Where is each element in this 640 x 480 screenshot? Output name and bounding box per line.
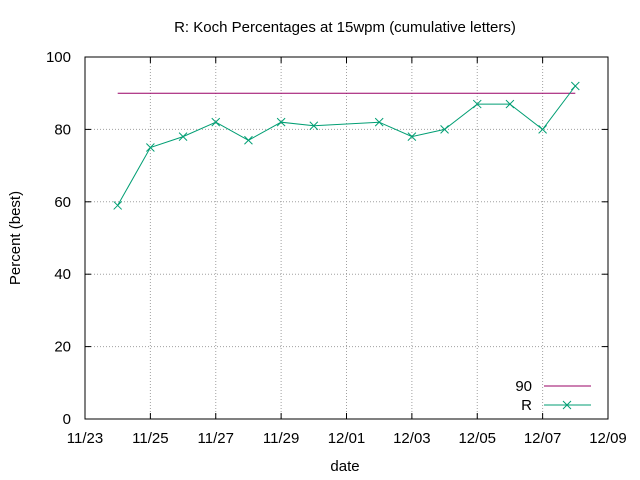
data-point-R bbox=[244, 135, 253, 145]
x-tick-label: 12/07 bbox=[524, 430, 562, 447]
data-point-R bbox=[374, 117, 384, 127]
x-axis: 11/23 11/25 11/27 11/29 12/01 12/03 12/05 12/07… bbox=[67, 57, 627, 447]
series-layer bbox=[113, 81, 580, 210]
legend: 90 R bbox=[515, 378, 591, 414]
legend-marker bbox=[562, 400, 572, 410]
data-point-R bbox=[472, 99, 482, 109]
y-tick-label: 20 bbox=[54, 339, 71, 356]
y-tick-label: 80 bbox=[54, 121, 71, 138]
data-point-R bbox=[276, 117, 286, 127]
y-tick-label: 60 bbox=[54, 194, 71, 211]
data-point-R bbox=[538, 125, 547, 134]
x-tick-label: 11/25 bbox=[132, 430, 168, 447]
y-tick-label: 100 bbox=[46, 49, 71, 66]
data-point-R bbox=[505, 99, 515, 109]
grid bbox=[85, 57, 608, 419]
data-point-R bbox=[113, 201, 123, 210]
legend-label: 90 bbox=[515, 378, 532, 395]
x-tick-label: 12/03 bbox=[393, 430, 431, 447]
data-point-R bbox=[146, 143, 155, 152]
data-point-R bbox=[178, 132, 188, 141]
y-axis: 0 20 40 60 80 100 bbox=[46, 49, 608, 428]
x-tick-label: 11/27 bbox=[198, 430, 234, 447]
x-tick-label: 11/29 bbox=[263, 430, 299, 447]
data-point-R bbox=[407, 132, 417, 141]
x-axis-label: date bbox=[330, 458, 359, 475]
legend-label: R bbox=[521, 397, 532, 414]
y-tick-label: 0 bbox=[63, 411, 71, 428]
data-point-R bbox=[570, 81, 580, 91]
data-point-R bbox=[309, 121, 319, 131]
data-point-R bbox=[440, 125, 449, 134]
x-tick-label: 12/01 bbox=[328, 430, 366, 447]
data-point-R bbox=[211, 117, 221, 127]
x-tick-label: 12/05 bbox=[458, 430, 496, 447]
y-axis-label: Percent (best) bbox=[7, 191, 24, 285]
series-line-R bbox=[117, 85, 576, 206]
x-tick-label: 11/23 bbox=[67, 430, 103, 447]
x-tick-label: 12/09 bbox=[589, 430, 627, 447]
y-tick-label: 40 bbox=[54, 266, 71, 283]
chart-title: R: Koch Percentages at 15wpm (cumulative… bbox=[174, 19, 516, 36]
